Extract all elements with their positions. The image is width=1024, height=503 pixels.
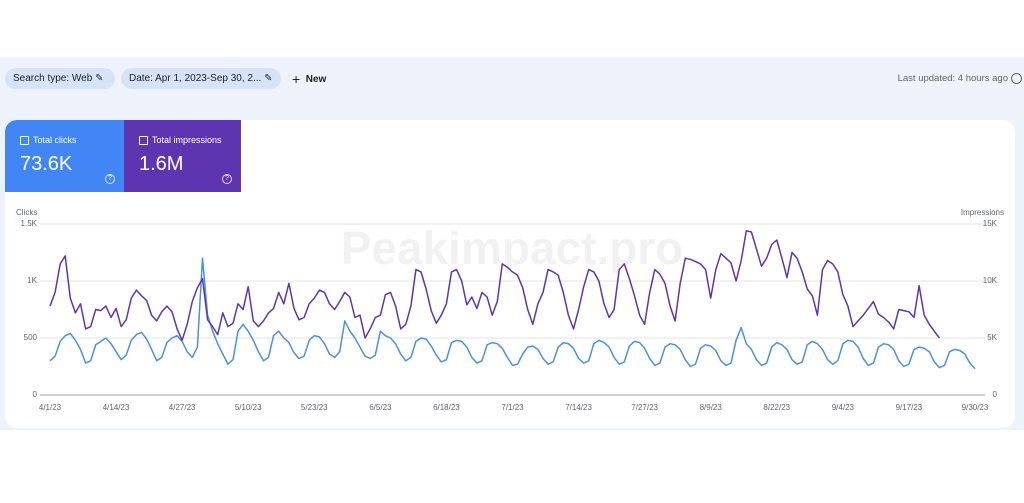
new-label: New — [305, 74, 327, 85]
x-tick-label: 4/27/23 — [169, 403, 196, 412]
x-tick-label: 4/14/23 — [103, 403, 130, 412]
chart-card: Total clicks 73.6K ? Total impressions 1… — [5, 120, 1015, 428]
y2-tick-label: 15K — [983, 219, 998, 228]
y-axis-label: Clicks — [16, 208, 37, 217]
impressions-tile[interactable]: Total impressions 1.6M ? — [124, 120, 241, 192]
tile-total: 73.6K — [20, 153, 73, 175]
y2-axis-label: Impressions — [961, 208, 1004, 217]
y2-tick-label: 10K — [983, 276, 998, 285]
x-tick-label: 7/1/23 — [501, 403, 524, 412]
x-tick-label: 9/4/23 — [832, 403, 855, 412]
y-tick-label: 500 — [24, 333, 38, 342]
checkbox — [139, 136, 148, 145]
help-icon[interactable]: ? — [105, 174, 115, 184]
series-line — [49, 257, 976, 370]
x-tick-label: 8/9/23 — [700, 403, 723, 412]
chip-label: Search type: Web — [13, 73, 93, 84]
date-chip[interactable]: Date: Apr 1, 2023-Sep 30, 2... ✎ — [121, 68, 281, 89]
search-type-chip[interactable]: Search type: Web ✎ — [5, 68, 115, 89]
series-line — [49, 230, 940, 342]
y-tick-label: 1K — [27, 276, 37, 285]
new-button[interactable]: + New — [292, 71, 327, 87]
x-tick-label: 8/22/23 — [763, 403, 790, 412]
x-tick-label: 7/27/23 — [631, 403, 658, 412]
y2-tick-label: 0 — [993, 390, 998, 399]
tile-label: Total impressions — [152, 135, 222, 145]
y-tick-label: 1.5K — [21, 219, 38, 228]
tile-total: 1.6M — [139, 153, 184, 175]
last-updated: Last updated: 4 hours ago — [897, 73, 1008, 84]
info-icon[interactable] — [1011, 73, 1022, 84]
tile-label: Total clicks — [33, 135, 77, 145]
checkbox — [20, 136, 29, 145]
chip-label: Date: Apr 1, 2023-Sep 30, 2... — [129, 73, 262, 84]
x-tick-label: 5/10/23 — [235, 403, 262, 412]
help-icon[interactable]: ? — [222, 174, 232, 184]
y-tick-label: 0 — [33, 390, 38, 399]
x-tick-label: 9/30/23 — [962, 403, 989, 412]
x-tick-label: 6/5/23 — [369, 403, 392, 412]
watermark: Peakimpact.pro — [341, 222, 684, 274]
x-tick-label: 5/23/23 — [301, 403, 328, 412]
x-tick-label: 7/14/23 — [565, 403, 592, 412]
x-tick-label: 6/18/23 — [433, 403, 460, 412]
clicks-tile[interactable]: Total clicks 73.6K ? — [5, 120, 124, 192]
y2-tick-label: 5K — [987, 333, 997, 342]
x-tick-label: 9/17/23 — [896, 403, 923, 412]
x-tick-label: 4/1/23 — [39, 403, 62, 412]
